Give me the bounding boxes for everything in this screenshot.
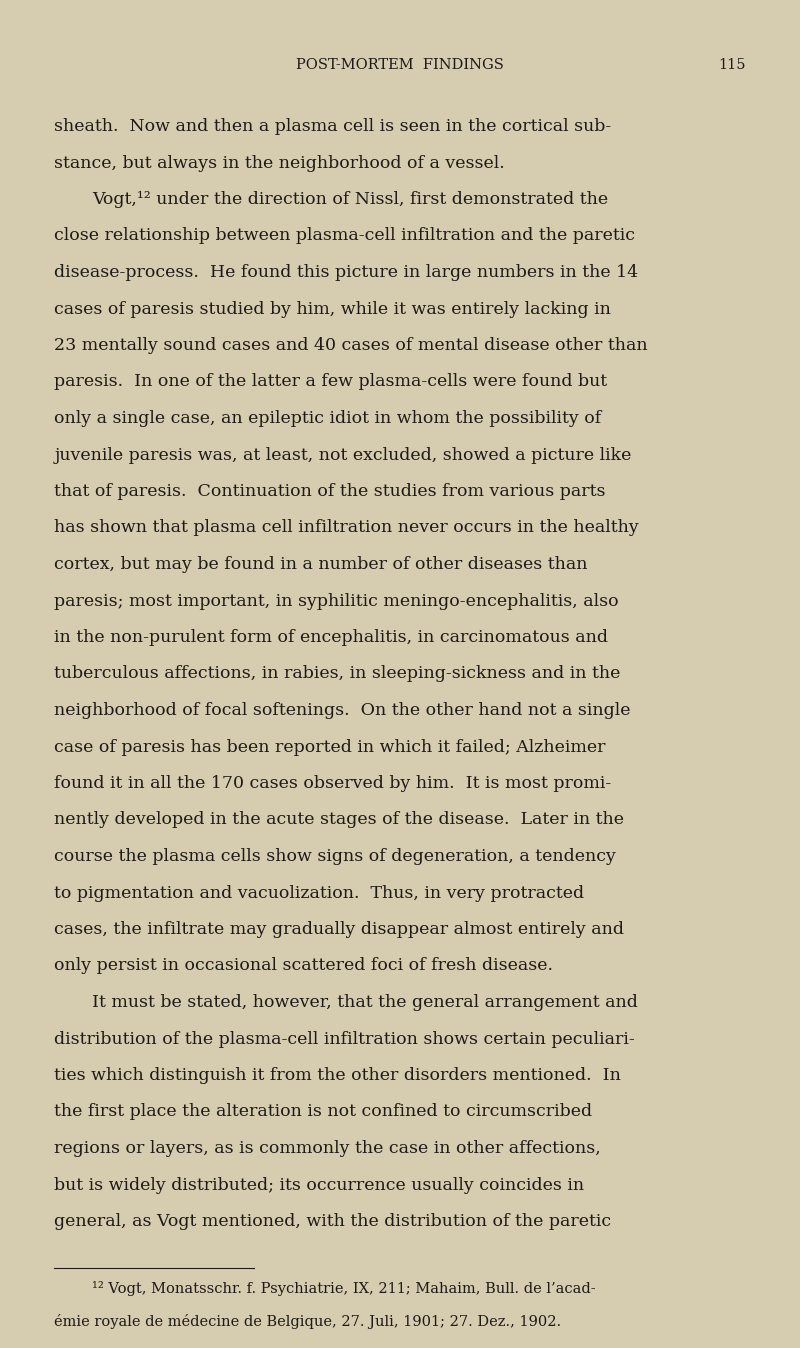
Text: distribution of the plasma-cell infiltration shows certain peculiari-: distribution of the plasma-cell infiltra… — [54, 1030, 635, 1047]
Text: regions or layers, as is commonly the case in other affections,: regions or layers, as is commonly the ca… — [54, 1140, 601, 1157]
Text: only a single case, an epileptic idiot in whom the possibility of: only a single case, an epileptic idiot i… — [54, 410, 602, 427]
Text: course the plasma cells show signs of degeneration, a tendency: course the plasma cells show signs of de… — [54, 848, 616, 865]
Text: sheath.  Now and then a plasma cell is seen in the cortical sub-: sheath. Now and then a plasma cell is se… — [54, 119, 612, 135]
Text: ties which distinguish it from the other disorders mentioned.  In: ties which distinguish it from the other… — [54, 1068, 622, 1084]
Text: POST-MORTEM  FINDINGS: POST-MORTEM FINDINGS — [296, 58, 504, 71]
Text: that of paresis.  Continuation of the studies from various parts: that of paresis. Continuation of the stu… — [54, 483, 606, 500]
Text: Vogt,¹² under the direction of Nissl, first demonstrated the: Vogt,¹² under the direction of Nissl, fi… — [92, 191, 608, 208]
Text: neighborhood of focal softenings.  On the other hand not a single: neighborhood of focal softenings. On the… — [54, 702, 631, 718]
Text: 115: 115 — [718, 58, 746, 71]
Text: but is widely distributed; its occurrence usually coincides in: but is widely distributed; its occurrenc… — [54, 1177, 585, 1193]
Text: It must be stated, however, that the general arrangement and: It must be stated, however, that the gen… — [92, 993, 638, 1011]
Text: has shown that plasma cell infiltration never occurs in the healthy: has shown that plasma cell infiltration … — [54, 519, 639, 537]
Text: general, as Vogt mentioned, with the distribution of the paretic: general, as Vogt mentioned, with the dis… — [54, 1213, 611, 1229]
Text: stance, but always in the neighborhood of a vessel.: stance, but always in the neighborhood o… — [54, 155, 505, 171]
Text: tuberculous affections, in rabies, in sleeping-sickness and in the: tuberculous affections, in rabies, in sl… — [54, 666, 621, 682]
Text: juvenile paresis was, at least, not excluded, showed a picture like: juvenile paresis was, at least, not excl… — [54, 446, 632, 464]
Text: émie royale de médecine de Belgique, 27. Juli, 1901; 27. Dez., 1902.: émie royale de médecine de Belgique, 27.… — [54, 1313, 562, 1329]
Text: the first place the alteration is not confined to circumscribed: the first place the alteration is not co… — [54, 1104, 593, 1120]
Text: paresis.  In one of the latter a few plasma-cells were found but: paresis. In one of the latter a few plas… — [54, 373, 607, 391]
Text: 23 mentally sound cases and 40 cases of mental disease other than: 23 mentally sound cases and 40 cases of … — [54, 337, 648, 355]
Text: cases of paresis studied by him, while it was entirely lacking in: cases of paresis studied by him, while i… — [54, 301, 611, 318]
Text: ¹² Vogt, Monatsschr. f. Psychiatrie, IX, 211; Mahaim, Bull. de l’acad-: ¹² Vogt, Monatsschr. f. Psychiatrie, IX,… — [92, 1282, 596, 1297]
Text: to pigmentation and vacuolization.  Thus, in very protracted: to pigmentation and vacuolization. Thus,… — [54, 884, 585, 902]
Text: cortex, but may be found in a number of other diseases than: cortex, but may be found in a number of … — [54, 555, 588, 573]
Text: cases, the infiltrate may gradually disappear almost entirely and: cases, the infiltrate may gradually disa… — [54, 921, 624, 938]
Text: disease-process.  He found this picture in large numbers in the 14: disease-process. He found this picture i… — [54, 264, 638, 280]
Text: only persist in occasional scattered foci of fresh disease.: only persist in occasional scattered foc… — [54, 957, 554, 975]
Text: close relationship between plasma-cell infiltration and the paretic: close relationship between plasma-cell i… — [54, 228, 635, 244]
Text: paresis; most important, in syphilitic meningo-encephalitis, also: paresis; most important, in syphilitic m… — [54, 593, 619, 609]
Text: case of paresis has been reported in which it failed; Alzheimer: case of paresis has been reported in whi… — [54, 739, 606, 755]
Text: found it in all the 170 cases observed by him.  It is most promi-: found it in all the 170 cases observed b… — [54, 775, 612, 793]
Text: nently developed in the acute stages of the disease.  Later in the: nently developed in the acute stages of … — [54, 811, 624, 829]
Text: in the non-purulent form of encephalitis, in carcinomatous and: in the non-purulent form of encephalitis… — [54, 630, 608, 646]
